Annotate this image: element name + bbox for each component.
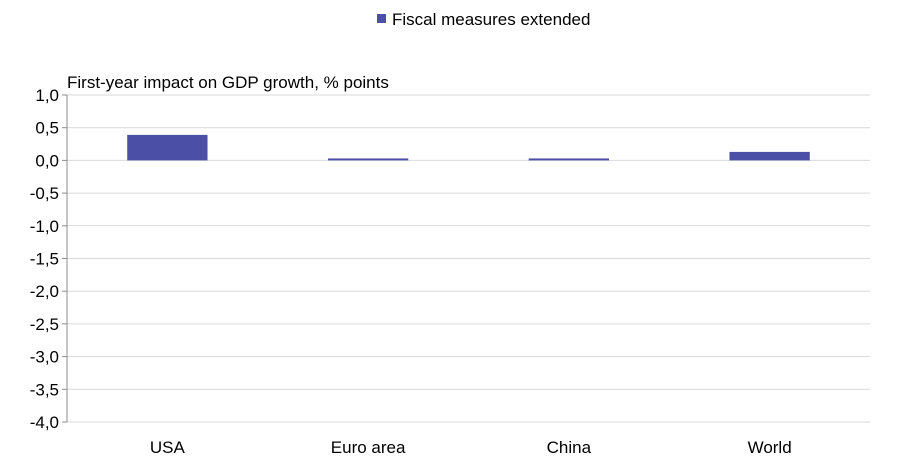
axes — [62, 94, 68, 423]
y-axis-title: First-year impact on GDP growth, % point… — [67, 73, 389, 92]
y-tick-label: -1,0 — [30, 217, 59, 236]
legend-label: Fiscal measures extended — [392, 10, 590, 29]
y-tick-label: -2,5 — [30, 315, 59, 334]
x-tick-label: China — [547, 438, 592, 457]
x-tick-label: World — [748, 438, 792, 457]
y-tick-label: -0,5 — [30, 184, 59, 203]
x-tick-label: Euro area — [331, 438, 406, 457]
legend: Fiscal measures extended — [377, 10, 590, 29]
bar-usa — [127, 134, 208, 161]
y-tick-label: 1,0 — [35, 86, 59, 105]
tick-labels: 1,0 0,5 0,0 -0,5 -1,0 -1,5 -2,0 -2,5 -3,0 -3,5 -4,… — [30, 86, 792, 457]
y-tick-label: -3,5 — [30, 380, 59, 399]
bar-world — [729, 151, 810, 161]
y-tick-label: -1,5 — [30, 250, 59, 269]
y-tick-label: -3,0 — [30, 348, 59, 367]
bars — [127, 134, 810, 161]
y-tick-label: 0,5 — [35, 119, 59, 138]
x-tick-label: USA — [150, 438, 186, 457]
bar-china — [528, 158, 610, 161]
y-tick-label: 0,0 — [35, 151, 59, 170]
legend-swatch — [377, 14, 386, 23]
bar-euro-area — [327, 158, 409, 161]
y-tick-label: -2,0 — [30, 282, 59, 301]
y-tick-label: -4,0 — [30, 413, 59, 432]
